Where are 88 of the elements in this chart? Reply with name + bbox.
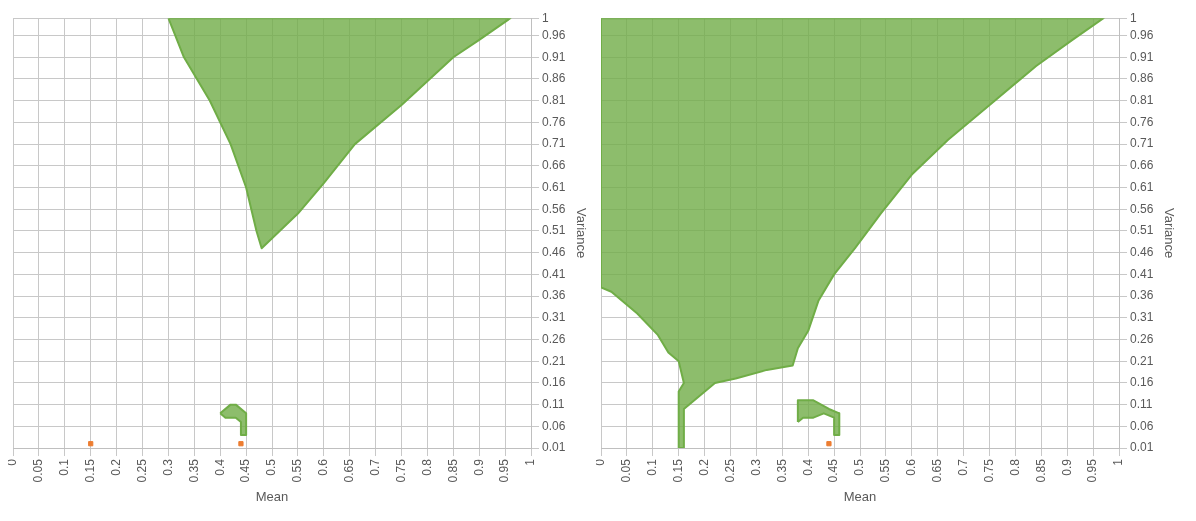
y-tick-label: 0.41 [1130, 266, 1154, 281]
x-tick-label: 0.1 [645, 458, 660, 476]
x-tick-label: 0.1 [57, 458, 72, 476]
y-tick-label: 0.96 [1130, 27, 1154, 42]
y-tick-label: 0.06 [542, 418, 566, 433]
x-tick-label: 0.15 [671, 458, 686, 483]
y-tick-label: 0.01 [542, 440, 566, 455]
y-tick-label: 0.61 [542, 179, 566, 194]
x-tick-label: 0.75 [393, 458, 408, 483]
x-tick-label: 0.05 [619, 458, 634, 483]
y-tick-label: 1 [542, 10, 550, 25]
x-axis-title: Mean [843, 488, 877, 504]
x-tick-label: 0.3 [748, 458, 763, 476]
y-tick-label: 0.31 [1130, 310, 1154, 325]
y-tick-label: 0.56 [542, 201, 566, 216]
y-tick-label: 0.51 [542, 223, 566, 238]
y-tick-label: 0.86 [1130, 71, 1154, 86]
x-tick-label: 1 [1111, 458, 1126, 466]
x-tick-label: 0.75 [981, 458, 996, 483]
x-tick-label: 0.6 [316, 458, 331, 476]
x-tick-label: 0.45 [238, 458, 253, 483]
y-tick-label: 0.61 [1130, 179, 1154, 194]
y-axis-title: Variance [573, 207, 589, 259]
x-tick-label: 0.25 [134, 458, 149, 483]
y-tick-label: 0.76 [1130, 114, 1154, 129]
x-tick-label: 0.4 [800, 458, 815, 476]
x-tick-label: 0.7 [367, 458, 382, 476]
y-axis-title: Variance [1161, 207, 1177, 259]
x-tick-label: 0.5 [264, 458, 279, 476]
y-tick-label: 0.16 [1130, 375, 1154, 390]
y-tick-label: 0.56 [1130, 201, 1154, 216]
y-tick-label: 0.81 [1130, 93, 1154, 108]
x-tick-label: 1 [523, 458, 538, 466]
y-tick-label: 0.21 [1130, 353, 1154, 368]
x-tick-label: 0.05 [31, 458, 46, 483]
x-tick-label: 0.9 [1059, 458, 1074, 476]
x-tick-label: 0.25 [722, 458, 737, 483]
x-tick-label: 0.55 [290, 458, 305, 483]
y-tick-label: 0.46 [542, 244, 566, 259]
y-tick-label: 0.01 [1130, 440, 1154, 455]
x-tick-label: 0.4 [212, 458, 227, 476]
y-tick-label: 0.11 [542, 396, 565, 411]
x-tick-label: 0.5 [852, 458, 867, 476]
x-tick-label: 0.35 [186, 458, 201, 483]
y-tick-label: 0.26 [1130, 331, 1154, 346]
x-tick-label: 0.55 [878, 458, 893, 483]
x-tick-label: 0 [5, 458, 20, 466]
y-tick-label: 0.36 [1130, 288, 1154, 303]
y-tick-label: 0.66 [542, 158, 566, 173]
y-tick-label: 0.71 [542, 136, 566, 151]
x-tick-label: 0.8 [1007, 458, 1022, 476]
y-tick-label: 0.91 [542, 49, 566, 64]
y-tick-label: 0.96 [542, 27, 566, 42]
y-tick-label: 0.76 [542, 114, 566, 129]
x-tick-label: 0.15 [83, 458, 98, 483]
y-tick-label: 0.51 [1130, 223, 1154, 238]
x-tick-label: 0.45 [826, 458, 841, 483]
x-tick-label: 0.8 [419, 458, 434, 476]
y-tick-label: 0.41 [542, 266, 566, 281]
y-tick-label: 0.21 [542, 353, 566, 368]
x-tick-label: 0.95 [1085, 458, 1100, 483]
x-tick-label: 0.7 [955, 458, 970, 476]
x-tick-label: 0.3 [160, 458, 175, 476]
x-tick-label: 0.95 [497, 458, 512, 483]
x-tick-label: 0.2 [696, 458, 711, 476]
x-tick-label: 0.65 [342, 458, 357, 483]
x-axis-title: Mean [255, 488, 289, 504]
x-tick-label: 0 [593, 458, 608, 466]
y-tick-label: 0.26 [542, 331, 566, 346]
y-tick-label: 0.06 [1130, 418, 1154, 433]
y-tick-label: 0.16 [542, 375, 566, 390]
x-tick-label: 0.2 [108, 458, 123, 476]
y-tick-label: 0.11 [1130, 396, 1153, 411]
y-tick-label: 1 [1130, 10, 1138, 25]
x-tick-label: 0.6 [904, 458, 919, 476]
y-tick-label: 0.91 [1130, 49, 1154, 64]
y-tick-label: 0.86 [542, 71, 566, 86]
x-tick-label: 0.35 [774, 458, 789, 483]
y-tick-label: 0.71 [1130, 136, 1154, 151]
y-tick-label: 0.46 [1130, 244, 1154, 259]
y-tick-label: 0.81 [542, 93, 566, 108]
x-tick-label: 0.65 [930, 458, 945, 483]
y-tick-label: 0.31 [542, 310, 566, 325]
x-tick-label: 0.85 [1033, 458, 1048, 483]
y-tick-label: 0.66 [1130, 158, 1154, 173]
y-tick-label: 0.36 [542, 288, 566, 303]
x-tick-label: 0.9 [471, 458, 486, 476]
x-tick-label: 0.85 [445, 458, 460, 483]
